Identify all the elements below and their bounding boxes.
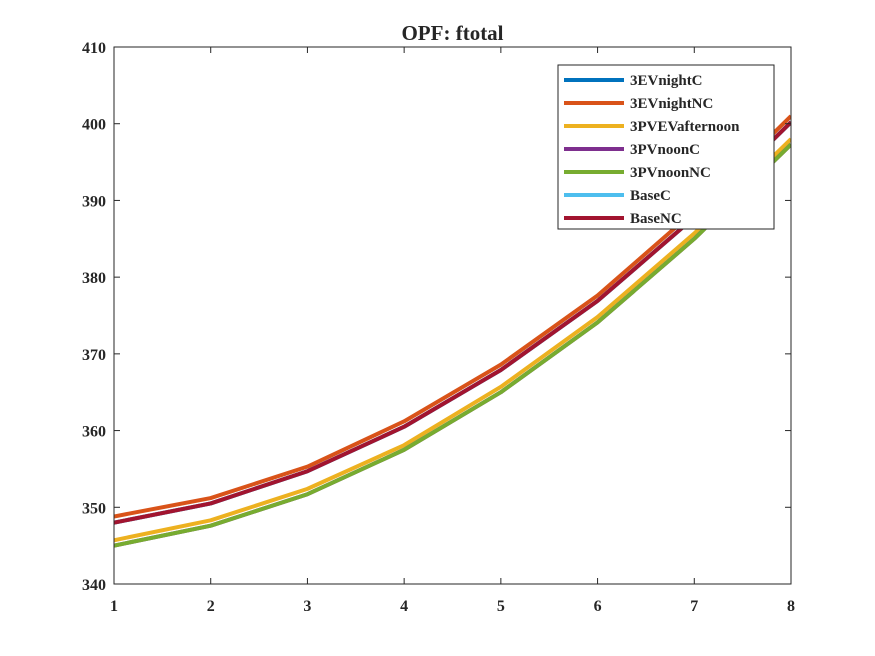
y-axis: 340 350 360 370 380 390 400 410 xyxy=(82,40,791,594)
legend-label: 3PVnoonC xyxy=(630,142,700,158)
legend-label: BaseNC xyxy=(630,211,682,227)
y-tick-label: 350 xyxy=(82,500,106,517)
series-line-3pvevafternoon xyxy=(114,137,791,543)
series-line-3pvnoonnc xyxy=(114,142,791,548)
x-tick-label: 5 xyxy=(497,598,505,615)
x-tick-label: 1 xyxy=(110,598,118,615)
chart-title: OPF: ftotal xyxy=(401,21,503,45)
legend-label: BaseC xyxy=(630,188,671,204)
x-tick-label: 2 xyxy=(207,598,215,615)
legend: 3EVnightC 3EVnightNC 3PVEVafternoon 3PVnoon… xyxy=(557,64,775,230)
y-tick-label: 360 xyxy=(82,424,106,441)
y-tick-label: 380 xyxy=(82,270,106,287)
y-tick-label: 400 xyxy=(82,117,106,134)
x-tick-label: 6 xyxy=(594,598,602,615)
x-tick-label: 7 xyxy=(690,598,698,615)
y-tick-label: 340 xyxy=(82,577,106,594)
x-tick-label: 3 xyxy=(303,598,311,615)
legend-label: 3EVnightNC xyxy=(630,96,713,112)
axes-frame xyxy=(113,46,792,585)
x-axis: 1 2 3 4 5 6 7 8 xyxy=(110,47,795,615)
y-tick-label: 410 xyxy=(82,40,106,57)
y-tick-label: 370 xyxy=(82,347,106,364)
x-tick-label: 8 xyxy=(787,598,795,615)
series-line-basenc xyxy=(114,120,791,525)
plot-lines xyxy=(114,114,791,548)
legend-label: 3PVnoonNC xyxy=(630,165,711,181)
x-tick-label: 4 xyxy=(400,598,408,615)
legend-label: 3PVEVafternoon xyxy=(630,119,740,135)
legend-label: 3EVnightC xyxy=(630,73,703,89)
y-tick-label: 390 xyxy=(82,193,106,210)
